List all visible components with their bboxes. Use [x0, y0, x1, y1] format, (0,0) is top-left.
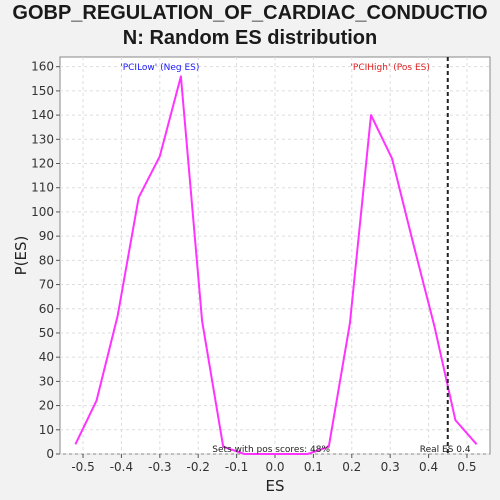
real-es-annotation: Real ES 0.4 [420, 445, 471, 455]
y-tick-label: 110 [31, 181, 54, 195]
y-tick-label: 80 [39, 253, 54, 267]
x-tick-label: -0.5 [71, 460, 94, 474]
y-tick-label: 90 [39, 229, 54, 243]
y-tick-label: 20 [39, 399, 54, 413]
x-tick-label: 0.2 [342, 460, 361, 474]
x-tick-label: -0.3 [148, 460, 171, 474]
x-tick-label: 0.3 [381, 460, 400, 474]
x-tick-label: -0.2 [187, 460, 210, 474]
y-tick-label: 0 [46, 447, 54, 461]
x-axis-ticks: -0.5 -0.4 -0.3 -0.2 -0.1 0.0 0.1 0.2 0.3 0.4 0.5 [71, 454, 476, 474]
y-axis-label: P(ES) [12, 236, 30, 276]
y-tick-label: 40 [39, 350, 54, 364]
x-tick-label: -0.1 [225, 460, 248, 474]
neg-es-annotation: 'PCILow' (Neg ES) [120, 63, 199, 73]
y-tick-label: 50 [39, 326, 54, 340]
y-tick-label: 160 [31, 60, 54, 74]
y-tick-label: 120 [31, 157, 54, 171]
y-axis-ticks: 0 10 20 30 40 50 60 70 80 90 100 110 120 130 140 150 160 [31, 60, 60, 461]
x-tick-label: 0.1 [304, 460, 323, 474]
x-tick-label: -0.4 [110, 460, 133, 474]
pos-es-annotation: 'PCIHigh' (Pos ES) [350, 63, 429, 73]
y-tick-label: 30 [39, 374, 54, 388]
y-tick-label: 150 [31, 84, 54, 98]
y-tick-label: 60 [39, 302, 54, 316]
sets-pos-scores-annotation: Sets with pos scores: 48% [212, 445, 330, 455]
y-tick-label: 70 [39, 278, 54, 292]
y-tick-label: 100 [31, 205, 54, 219]
y-tick-label: 130 [31, 132, 54, 146]
x-tick-label: 0.5 [457, 460, 476, 474]
x-tick-label: 0.4 [419, 460, 438, 474]
x-tick-label: 0.0 [265, 460, 284, 474]
y-tick-label: 10 [39, 423, 54, 437]
x-axis-label: ES [266, 477, 285, 495]
y-tick-label: 140 [31, 108, 54, 122]
